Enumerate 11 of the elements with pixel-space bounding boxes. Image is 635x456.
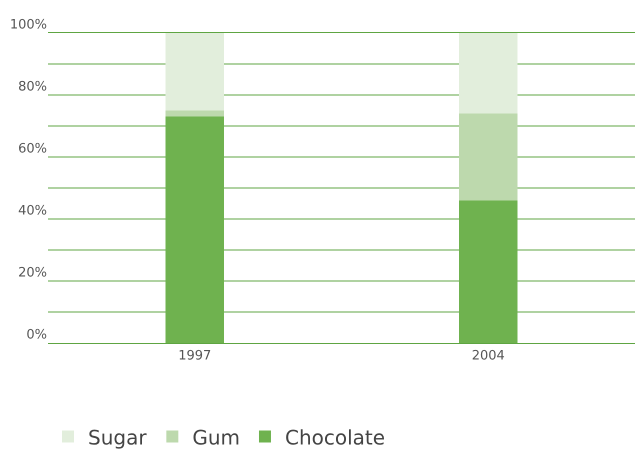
y-tick-label: 20% bbox=[18, 266, 47, 281]
legend-label: Gum bbox=[192, 425, 240, 450]
x-tick-label: 1997 bbox=[178, 348, 212, 364]
y-tick-label: 80% bbox=[18, 80, 47, 95]
legend-label: Chocolate bbox=[284, 425, 386, 450]
y-tick-label: 0% bbox=[26, 328, 47, 343]
y-tick-label: 100% bbox=[10, 18, 47, 33]
y-tick-label: 60% bbox=[18, 142, 47, 157]
legend-label: Sugar bbox=[88, 425, 148, 450]
x-tick-label: 2004 bbox=[472, 348, 505, 364]
y-tick-label: 40% bbox=[18, 204, 47, 219]
